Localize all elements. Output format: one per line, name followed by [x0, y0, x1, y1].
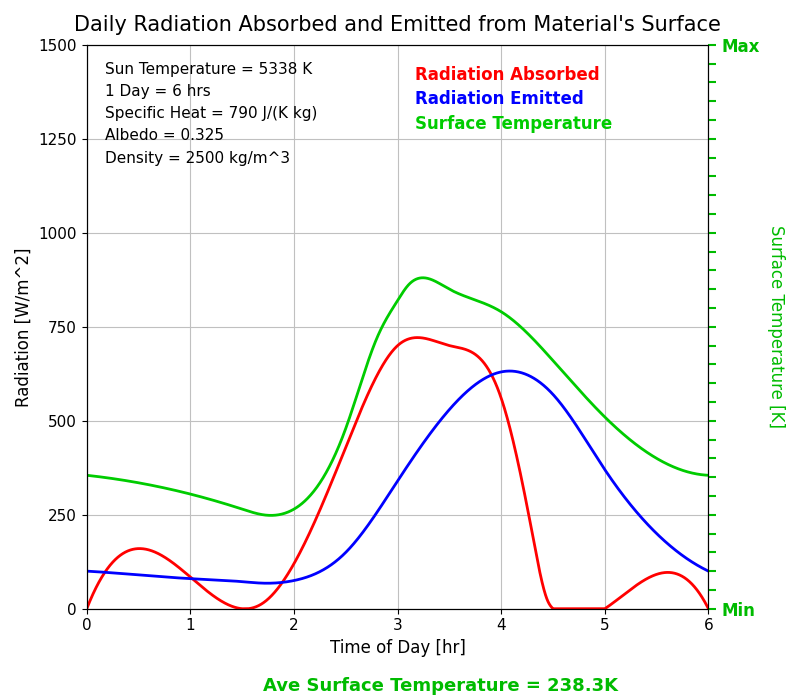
Y-axis label: Surface Temperature [K]: Surface Temperature [K]	[767, 225, 785, 428]
Text: Ave Surface Temperature = 238.3K: Ave Surface Temperature = 238.3K	[262, 677, 618, 695]
Y-axis label: Radiation [W/m^2]: Radiation [W/m^2]	[15, 247, 33, 407]
Text: Sun Temperature = 5338 K
1 Day = 6 hrs
Specific Heat = 790 J/(K kg)
Albedo = 0.3: Sun Temperature = 5338 K 1 Day = 6 hrs S…	[106, 62, 318, 166]
X-axis label: Time of Day [hr]: Time of Day [hr]	[330, 639, 466, 657]
Title: Daily Radiation Absorbed and Emitted from Material's Surface: Daily Radiation Absorbed and Emitted fro…	[74, 15, 721, 35]
Legend: Radiation Absorbed, Radiation Emitted, Surface Temperature: Radiation Absorbed, Radiation Emitted, S…	[409, 59, 619, 139]
